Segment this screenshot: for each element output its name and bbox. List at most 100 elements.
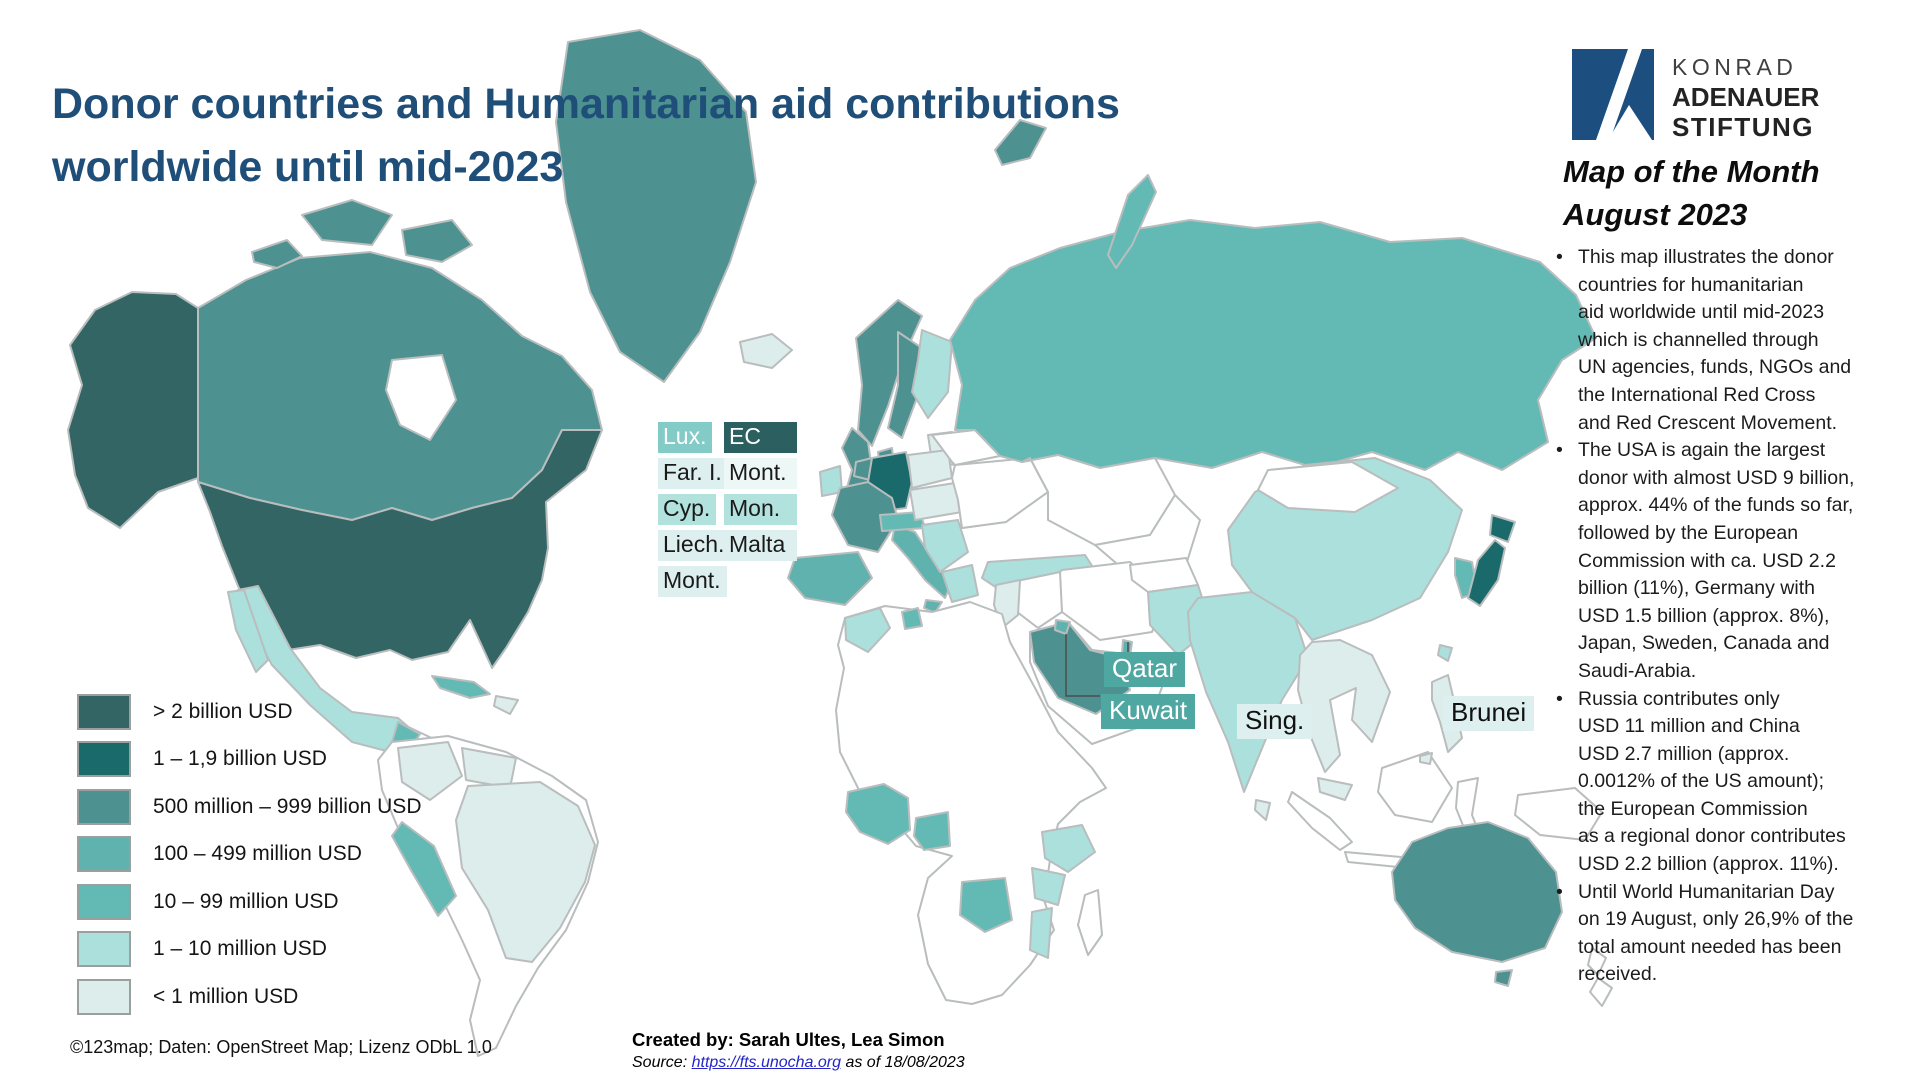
- country-greenland: [555, 29, 757, 383]
- subtitle-line1: Map of the Month: [1563, 154, 1820, 189]
- kas-logo-mark: [1572, 49, 1654, 140]
- legend-swatch-7: [77, 978, 131, 1015]
- new-guinea: [1514, 787, 1603, 841]
- madagascar-island: [1077, 889, 1103, 956]
- title-line2: worldwide until mid-2023: [52, 142, 564, 191]
- taiwan-island: [1437, 644, 1453, 662]
- legend-row: < 1 million USD: [77, 973, 421, 1021]
- logo-line-adenauer: ADENAUER: [1672, 82, 1820, 112]
- map-label-liechtenstein: Liech.: [658, 530, 731, 561]
- bullet-marker: •: [1556, 439, 1563, 462]
- info-bullet-3: • Russia contributes only USD 11 million…: [1556, 686, 1912, 879]
- bullet-text-2: The USA is again the largest donor with …: [1578, 439, 1855, 682]
- label-box-column-1: Lux. Far. I. Cyp. Liech. Mont.: [658, 422, 731, 597]
- bullet-text-1: This map illustrates the donor countries…: [1578, 246, 1852, 434]
- map-label-ec: EC: [724, 422, 797, 453]
- legend-swatch-4: [77, 836, 131, 873]
- map-label-montenegro: Mont.: [658, 566, 727, 597]
- legend-swatch-3: [77, 788, 131, 825]
- label-box-column-2: EC Mont. Mon. Malta: [724, 422, 797, 561]
- japan-hokkaido: [1489, 514, 1516, 543]
- legend-swatch-1: [77, 693, 131, 730]
- svalbard-island: [994, 119, 1047, 166]
- new-zealand-north: [1587, 947, 1607, 976]
- map-label-faroe: Far. I.: [658, 458, 728, 489]
- info-bullet-1: • This map illustrates the donor countri…: [1556, 244, 1912, 437]
- hudson-bay: [385, 354, 457, 441]
- country-brazil: [455, 781, 596, 963]
- country-france: [831, 481, 899, 553]
- legend-row: 1 – 1,9 billion USD: [77, 736, 421, 784]
- legend-row: > 2 billion USD: [77, 688, 421, 736]
- map-label-lux: Lux.: [658, 422, 713, 453]
- country-tunisia: [901, 607, 923, 630]
- country-cuba: [431, 675, 491, 699]
- borneo-island: [1377, 751, 1453, 823]
- sumatra-island: [1287, 791, 1353, 851]
- arctic-island: [401, 219, 473, 263]
- new-zealand-south: [1589, 977, 1613, 1007]
- country-india: [1187, 591, 1309, 793]
- map-label-singapore: Sing.: [1237, 704, 1313, 739]
- source-link[interactable]: https://fts.unocha.org: [691, 1054, 842, 1071]
- tasmania-island: [1494, 969, 1513, 987]
- country-sri-lanka: [1254, 799, 1271, 821]
- legend-swatch-5: [77, 883, 131, 920]
- kuwait-callout-line: [1065, 634, 1100, 697]
- country-australia: [1391, 821, 1563, 963]
- legend: > 2 billion USD 1 – 1,9 billion USD 500 …: [77, 688, 421, 1021]
- legend-label-6: 1 – 10 million USD: [153, 937, 327, 961]
- legend-label-1: > 2 billion USD: [153, 699, 293, 723]
- legend-row: 1 – 10 million USD: [77, 926, 421, 974]
- source-suffix: as of 18/08/2023: [841, 1054, 965, 1071]
- legend-label-4: 100 – 499 million USD: [153, 842, 362, 866]
- logo-a-slash: [1596, 49, 1642, 140]
- info-bullet-2: • The USA is again the largest donor wit…: [1556, 437, 1912, 685]
- legend-label-7: < 1 million USD: [153, 984, 299, 1008]
- country-poland: [907, 449, 953, 489]
- country-alaska: [67, 291, 199, 529]
- legend-row: 500 million – 999 billion USD: [77, 783, 421, 831]
- logo-a-triangle: [1608, 105, 1652, 140]
- legend-label-2: 1 – 1,9 billion USD: [153, 747, 327, 771]
- country-iceland: [739, 333, 793, 369]
- bullet-marker: •: [1556, 880, 1563, 903]
- country-morocco: [844, 607, 891, 653]
- country-finland: [911, 329, 953, 419]
- legend-label-5: 10 – 99 million USD: [153, 889, 339, 913]
- country-angola: [959, 877, 1013, 933]
- novaya-zemlya: [1107, 174, 1157, 269]
- logo-line-stiftung: STIFTUNG: [1672, 112, 1814, 142]
- west-africa: [845, 783, 911, 845]
- country-mongolia: [1257, 461, 1399, 513]
- country-japan: [1467, 539, 1506, 607]
- legend-row: 10 – 99 million USD: [77, 878, 421, 926]
- bullet-marker: •: [1556, 687, 1563, 710]
- kas-logo-text: KONRAD ADENAUER STIFTUNG: [1672, 52, 1819, 142]
- legend-label-3: 500 million – 999 billion USD: [153, 794, 422, 818]
- info-bullet-4: • Until World Humanitarian Day on 19 Aug…: [1556, 879, 1912, 989]
- title-line1: Donor countries and Humanitarian aid con…: [52, 79, 1120, 128]
- arctic-island: [251, 239, 303, 269]
- iberian-peninsula: [787, 551, 873, 606]
- source-prefix: Source:: [632, 1054, 692, 1071]
- country-greece: [941, 564, 979, 603]
- map-label-malta: Malta: [724, 530, 797, 561]
- map-label-cyprus: Cyp.: [658, 494, 717, 525]
- map-label-kuwait: Kuwait: [1101, 694, 1196, 729]
- arctic-island: [301, 199, 393, 246]
- map-label-brunei: Brunei: [1443, 696, 1535, 731]
- legend-row: 100 – 499 million USD: [77, 831, 421, 879]
- logo-line-konrad: KONRAD: [1672, 54, 1798, 80]
- page-title: Donor countries and Humanitarian aid con…: [52, 73, 1120, 199]
- created-by-line: Created by: Sarah Ultes, Lea Simon: [632, 1029, 945, 1050]
- map-label-monaco: Mon.: [724, 494, 797, 525]
- source-line: Source: https://fts.unocha.org as of 18/…: [632, 1054, 965, 1072]
- country-brunei: [1419, 752, 1433, 765]
- legend-swatch-6: [77, 931, 131, 968]
- country-kenya: [1031, 867, 1066, 906]
- country-ukraine: [951, 457, 1049, 529]
- country-colombia: [397, 741, 463, 801]
- country-russia: [949, 219, 1597, 471]
